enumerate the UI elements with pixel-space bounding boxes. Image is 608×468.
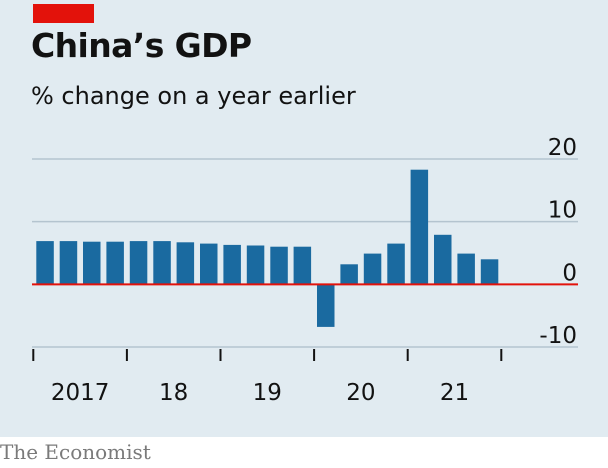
y-tick-label: 10 (548, 198, 577, 224)
bar (363, 253, 382, 285)
bar (176, 242, 195, 285)
bar (387, 243, 405, 285)
bar (434, 234, 452, 285)
bar (223, 244, 241, 285)
y-tick-label: 0 (562, 260, 577, 286)
x-tick-label: 2017 (51, 380, 110, 406)
chart-title: China’s GDP (31, 26, 252, 65)
x-tick-label: 19 (253, 380, 282, 406)
bar (153, 241, 171, 285)
bar (129, 241, 148, 285)
bar (83, 241, 101, 285)
bar (200, 243, 218, 285)
bar (293, 246, 312, 285)
x-tick-label: 20 (346, 380, 375, 406)
bar (317, 284, 335, 327)
bar (246, 245, 265, 285)
bar (457, 253, 475, 285)
bar (59, 241, 78, 285)
brand-accent-bar (33, 4, 94, 23)
y-tick-label: -10 (539, 323, 577, 349)
chart-panel (0, 0, 608, 437)
x-tick-label: 21 (440, 380, 469, 406)
x-tick-label: 18 (159, 380, 188, 406)
bar (340, 264, 358, 285)
bar (106, 241, 124, 285)
chart-subtitle: % change on a year earlier (31, 82, 356, 110)
bar-chart: -10 0 10 20 2017 18 19 20 21 (32, 135, 578, 406)
bar (410, 169, 429, 285)
bar (270, 246, 288, 285)
bar (36, 241, 54, 285)
source-credit: The Economist (0, 440, 151, 464)
y-tick-label: 20 (548, 135, 577, 161)
bar (480, 259, 499, 285)
